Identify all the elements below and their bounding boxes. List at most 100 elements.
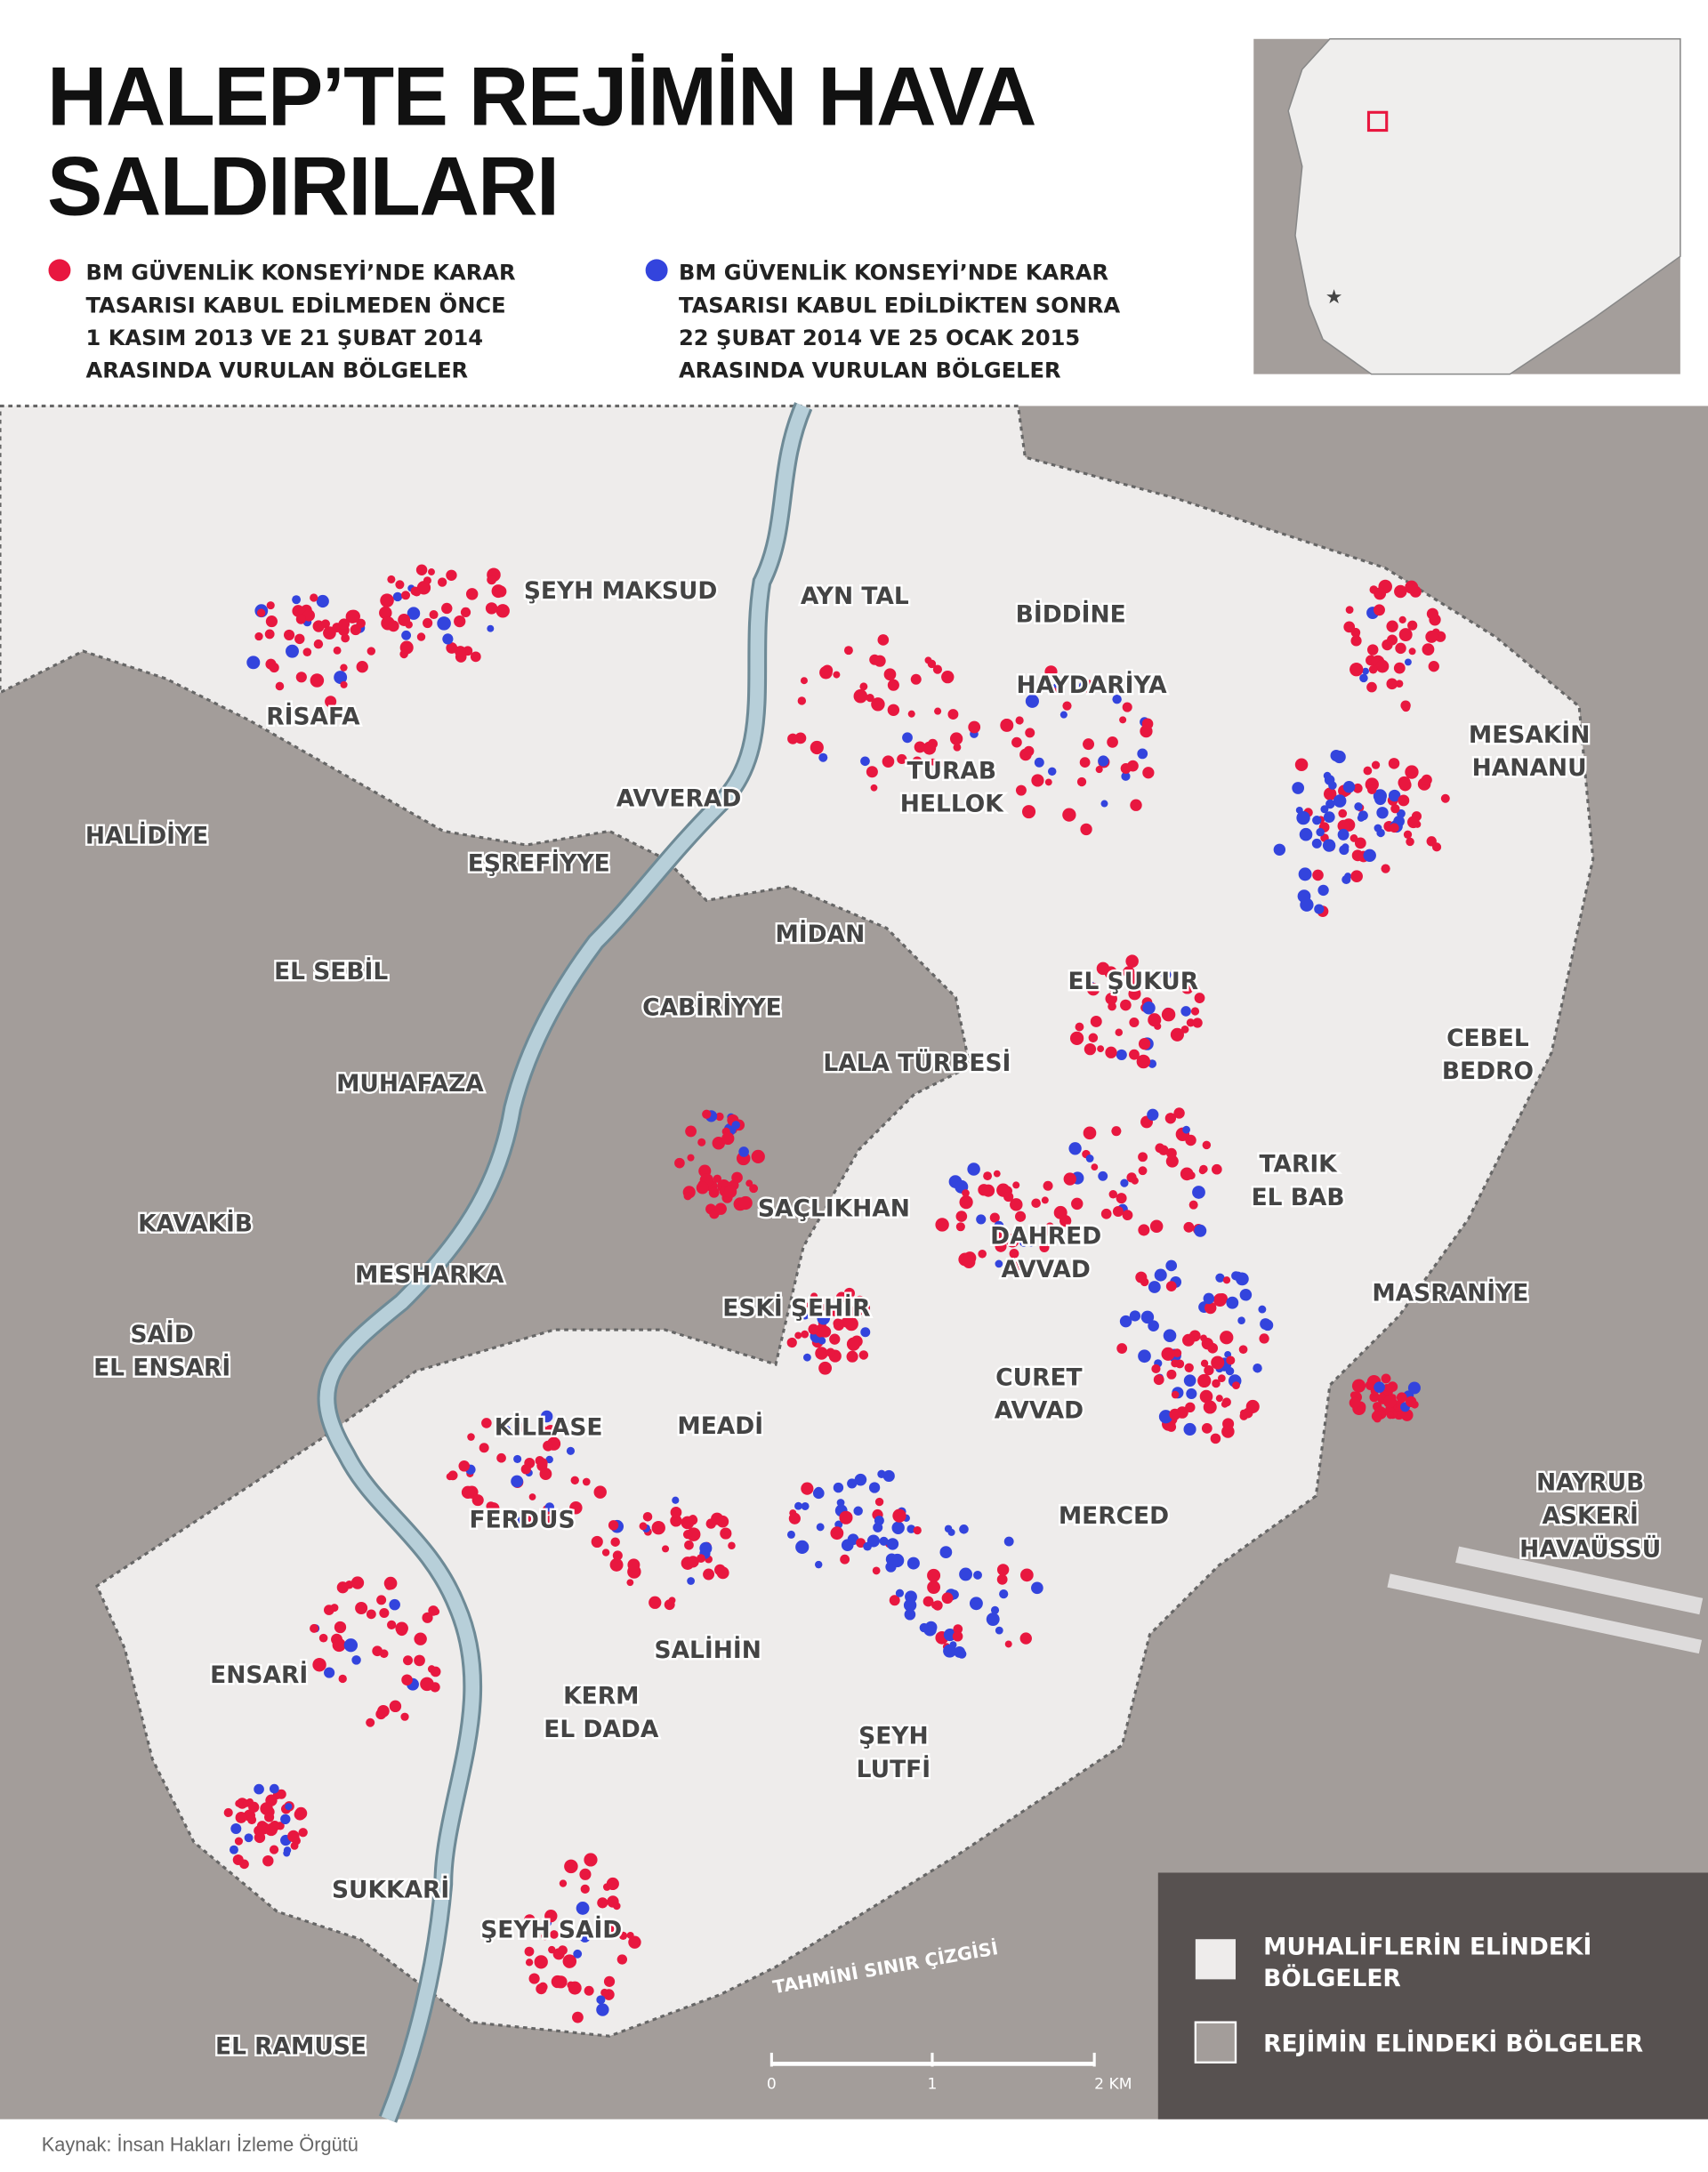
strike-dot <box>351 1655 361 1665</box>
strike-dot <box>914 741 926 753</box>
strike-dot <box>1039 1242 1050 1252</box>
strike-dot <box>1188 1200 1198 1210</box>
strike-dot <box>345 609 359 623</box>
strike-dot <box>967 1162 980 1176</box>
strike-dot <box>943 1644 957 1658</box>
strike-dot <box>949 732 963 745</box>
strike-dot <box>564 1859 578 1874</box>
strike-dot <box>264 629 275 640</box>
strike-dot <box>897 753 907 765</box>
strike-dot <box>1151 1364 1161 1374</box>
strike-dot <box>254 1783 264 1795</box>
strike-dot <box>1201 1422 1213 1434</box>
district-label: MESHARKA <box>355 1261 504 1289</box>
strike-dot <box>1062 808 1076 822</box>
strike-dot <box>1098 755 1109 767</box>
strike-dot <box>325 696 337 708</box>
district-label: EL ENSARİ <box>93 1353 230 1381</box>
strike-dot <box>626 1579 634 1587</box>
strike-dot <box>994 1220 1004 1231</box>
strike-dot <box>454 615 466 628</box>
strike-dot <box>815 1347 828 1360</box>
strike-dot <box>995 1259 1003 1268</box>
strike-dot <box>1128 987 1141 1001</box>
strike-dot <box>387 620 399 632</box>
strike-dot <box>1165 1154 1179 1168</box>
legend-line: 1 KASIM 2013 VE 21 ŞUBAT 2014 <box>86 326 484 350</box>
strike-dot <box>415 564 428 575</box>
strike-dot <box>1182 1125 1190 1134</box>
strike-dot <box>639 1522 648 1531</box>
strike-dot <box>248 1801 260 1813</box>
strike-dot <box>874 1516 884 1526</box>
strike-dot <box>1396 1392 1407 1404</box>
source: Kaynak: İnsan Hakları İzleme Örgütü <box>42 2133 359 2155</box>
strike-dot <box>1112 694 1122 704</box>
strike-dot <box>600 1988 609 1997</box>
strike-dot <box>1213 1293 1227 1307</box>
strike-dot <box>944 1524 953 1533</box>
strike-dot <box>892 1508 906 1523</box>
strike-dot <box>953 1624 963 1634</box>
strike-dot <box>423 617 433 629</box>
strike-dot <box>1349 662 1364 677</box>
strike-dot <box>1337 819 1350 833</box>
strike-dot <box>403 1655 414 1666</box>
strike-dot <box>1105 1046 1117 1058</box>
strike-dot <box>1182 1333 1195 1347</box>
strike-dot <box>569 1501 583 1515</box>
strike-dot <box>990 1605 1000 1614</box>
district-label: ENSARİ <box>210 1661 308 1689</box>
strike-dot <box>1172 1348 1182 1358</box>
strike-dot <box>1090 1015 1102 1027</box>
strike-dot <box>485 602 498 615</box>
strike-dot <box>1095 766 1103 774</box>
strike-dot <box>801 1501 810 1510</box>
strike-dot <box>576 1902 590 1915</box>
strike-dot <box>836 1499 845 1507</box>
strike-dot <box>1211 1355 1225 1370</box>
city-map: ŞEYH MAKSUD AYN TAL BİDDİNE HAYDARİYA RİSAFA… <box>0 402 1708 2123</box>
strike-dot <box>877 1469 886 1479</box>
strike-dot <box>1406 837 1414 847</box>
strike-dot <box>1027 1239 1035 1247</box>
strike-dot <box>1079 757 1091 768</box>
strike-dot <box>874 655 886 667</box>
strike-dot <box>1258 1305 1267 1314</box>
strike-dot <box>460 607 471 618</box>
strike-dot <box>1171 1359 1180 1368</box>
strike-dot <box>608 1520 619 1531</box>
strike-dot <box>1020 1568 1034 1582</box>
strike-dot <box>1221 1400 1229 1408</box>
strike-dot <box>1394 584 1407 599</box>
river <box>319 403 810 2122</box>
strike-dot <box>1135 1271 1148 1283</box>
strike-dot <box>580 1884 590 1894</box>
strike-dot <box>826 1347 835 1357</box>
map-legend: MUHALİFLERİN ELİNDEKİ BÖLGELER REJİMİN E… <box>1157 1872 1708 2120</box>
district-label: HELLOK <box>900 791 1005 818</box>
strike-dot <box>1142 767 1155 779</box>
strike-dot <box>582 1477 591 1486</box>
strike-dot <box>269 1820 280 1831</box>
strike-dot <box>1173 1107 1185 1119</box>
district-label: MEADİ <box>677 1412 763 1440</box>
strike-dot <box>1376 807 1389 819</box>
strike-dot <box>687 1556 699 1568</box>
strike-dot <box>366 1717 375 1727</box>
strike-dot <box>367 647 376 656</box>
strike-dot <box>1003 1191 1014 1203</box>
strike-dot <box>879 1536 889 1546</box>
strike-dot <box>235 1812 247 1823</box>
district-label: CEBEL <box>1446 1025 1529 1052</box>
strike-dot <box>685 1125 697 1138</box>
strike-dot <box>788 1512 801 1524</box>
strike-dot <box>313 639 324 649</box>
strike-dot <box>1232 1381 1240 1390</box>
title: HALEP’TE REJİMİN HAVA <box>47 49 1035 142</box>
strike-dot <box>1130 799 1142 811</box>
strike-dot <box>524 1914 536 1926</box>
strike-dot <box>913 1525 922 1535</box>
strike-dot <box>713 1174 721 1183</box>
strike-dot <box>1204 1301 1217 1315</box>
